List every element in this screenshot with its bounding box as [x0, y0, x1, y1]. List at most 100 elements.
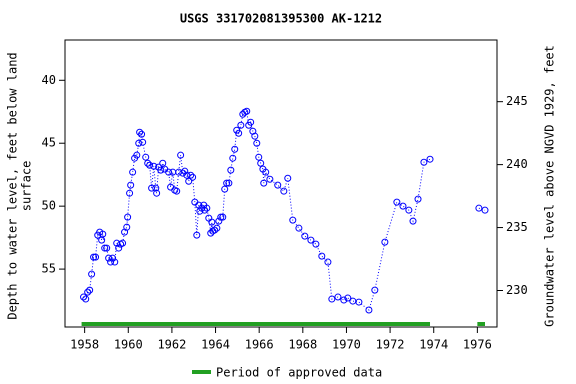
data-point	[260, 179, 268, 187]
data-point	[142, 153, 150, 161]
data-point	[381, 238, 389, 246]
data-point	[88, 270, 96, 278]
y-axis-label: surface	[20, 161, 34, 212]
data-point	[219, 213, 227, 221]
data-point	[257, 159, 265, 167]
data-point	[177, 151, 185, 159]
y2-axis-label: Groundwater level above NGVD 1929, feet	[543, 45, 557, 327]
data-point	[103, 244, 111, 252]
data-point	[165, 168, 173, 176]
x-tick-label: 1966	[245, 338, 274, 352]
data-point	[280, 187, 288, 195]
data-point	[115, 244, 123, 252]
data-point	[90, 253, 98, 261]
data-point	[107, 258, 115, 266]
data-point	[328, 295, 336, 303]
x-tick-label: 1974	[419, 338, 448, 352]
data-point	[344, 294, 352, 302]
data-point	[203, 204, 211, 212]
data-point	[307, 236, 315, 244]
data-point	[334, 293, 342, 301]
approved-period	[81, 322, 431, 326]
data-point	[349, 297, 357, 305]
data-point	[101, 244, 109, 252]
data-point	[247, 118, 255, 126]
approved-period	[477, 322, 485, 326]
data-point	[161, 165, 169, 173]
data-point	[153, 189, 161, 197]
data-point	[159, 159, 167, 167]
data-point	[414, 195, 422, 203]
data-point	[253, 139, 261, 147]
data-point	[183, 171, 191, 179]
data-point	[229, 154, 237, 162]
data-point	[284, 174, 292, 182]
x-tick-label: 1976	[463, 338, 492, 352]
data-point	[235, 129, 243, 137]
data-point	[208, 218, 216, 226]
y-tick-label: 40	[42, 73, 56, 87]
x-tick-label: 1968	[288, 338, 317, 352]
data-point	[243, 107, 251, 115]
data-point	[135, 139, 143, 147]
x-tick-label: 1962	[157, 338, 186, 352]
data-point	[80, 293, 88, 301]
data-point	[129, 168, 137, 176]
data-point	[475, 204, 483, 212]
data-point	[399, 202, 407, 210]
data-point	[82, 295, 90, 303]
data-point	[123, 223, 131, 231]
data-point	[223, 179, 231, 187]
data-point	[405, 206, 413, 214]
data-point	[138, 130, 146, 138]
data-point	[181, 167, 189, 175]
data-point	[393, 198, 401, 206]
data-point	[133, 151, 141, 159]
y2-tick-label: 235	[506, 220, 528, 234]
data-point	[126, 189, 134, 197]
data-point	[301, 232, 309, 240]
data-point	[173, 187, 181, 195]
data-point	[211, 226, 219, 234]
data-point	[237, 121, 245, 129]
data-point	[109, 254, 117, 262]
data-point	[251, 132, 259, 140]
data-point	[119, 239, 127, 247]
data-point	[193, 231, 201, 239]
data-point	[139, 138, 147, 146]
y-axis-label: Depth to water level, feet below land	[6, 52, 20, 319]
data-point	[105, 254, 113, 262]
data-point	[324, 258, 332, 266]
data-point	[225, 179, 233, 187]
data-point	[295, 224, 303, 232]
data-point	[217, 213, 225, 221]
data-point	[312, 240, 320, 248]
data-point	[152, 184, 160, 192]
data-point	[227, 166, 235, 174]
data-point	[231, 145, 239, 153]
data-point	[274, 181, 282, 189]
x-tick-label: 1970	[332, 338, 361, 352]
data-point	[201, 206, 209, 214]
data-point	[146, 161, 154, 169]
data-point	[318, 252, 326, 260]
y2-tick-label: 240	[506, 157, 528, 171]
data-point	[481, 206, 489, 214]
data-point	[266, 175, 274, 183]
data-point	[157, 166, 165, 174]
data-point	[150, 162, 158, 170]
data-point	[111, 258, 119, 266]
data-point	[187, 171, 195, 179]
data-point	[215, 217, 223, 225]
x-tick-label: 1960	[114, 338, 143, 352]
data-point	[255, 153, 263, 161]
y-tick-label: 50	[42, 199, 56, 213]
data-point	[179, 169, 187, 177]
y-tick-label: 55	[42, 262, 56, 276]
data-point	[221, 185, 229, 193]
data-point	[185, 177, 193, 185]
data-point	[289, 216, 297, 224]
data-point	[426, 155, 434, 163]
data-point	[262, 168, 270, 176]
